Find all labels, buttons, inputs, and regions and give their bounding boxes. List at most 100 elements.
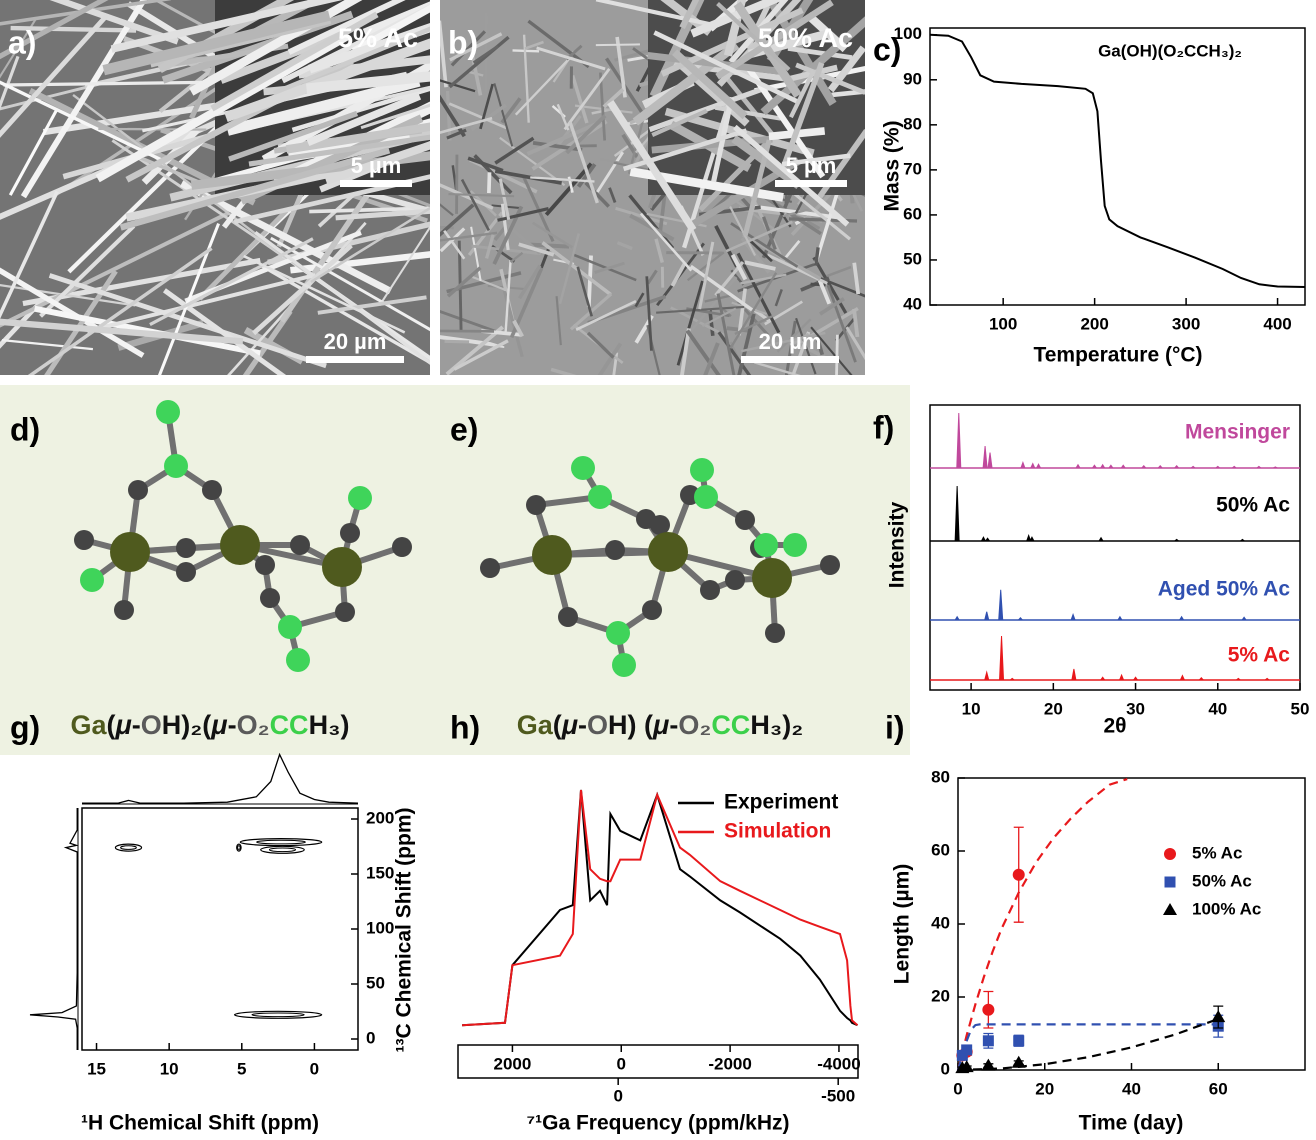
rod [470, 103, 507, 132]
rod [472, 45, 499, 64]
oxygen-atom [694, 485, 718, 509]
projection-1h [82, 752, 359, 804]
panel-label: e) [450, 411, 478, 447]
rod [776, 318, 812, 353]
y-tick-label: 100 [894, 24, 922, 43]
contour-peak [260, 845, 305, 854]
oxygen-atom [286, 648, 310, 672]
oxygen-atom [783, 533, 807, 557]
peak [982, 445, 988, 469]
x-tick-label: 40 [1208, 699, 1227, 718]
peak [1075, 463, 1081, 469]
gallium-atom [532, 535, 572, 575]
rod [814, 247, 820, 266]
x-tick-label: 400 [1263, 314, 1291, 333]
rod [576, 266, 593, 317]
carbon-atom [290, 535, 310, 555]
peak [987, 452, 993, 469]
formula-part: CC [270, 710, 309, 740]
y-tick-label: 20 [931, 986, 950, 1005]
rod [48, 273, 327, 369]
x-tick-label: 30 [1126, 699, 1145, 718]
rod [3, 80, 213, 87]
panel-label: c) [873, 31, 901, 67]
oxygen-atom [80, 568, 104, 592]
legend-label: 5% Ac [1192, 843, 1242, 862]
formula-part: - [228, 710, 237, 740]
rod [602, 87, 625, 109]
contour-peak [120, 845, 137, 850]
rod [306, 92, 422, 147]
legend-label: Experiment [724, 791, 838, 814]
rod [119, 147, 391, 231]
formula-part: O [587, 710, 608, 740]
rod [571, 252, 637, 282]
rod [444, 339, 470, 344]
carbon-atom [255, 555, 275, 575]
rod [729, 206, 757, 256]
formula-part: Ga [70, 710, 107, 740]
rod [0, 296, 46, 349]
y-tick-label: 90 [903, 69, 922, 88]
panel-label: i) [885, 709, 905, 745]
oxygen-atom [348, 486, 372, 510]
rod [440, 183, 494, 210]
rod [716, 293, 736, 375]
peak [1099, 676, 1106, 681]
rod [149, 237, 314, 327]
plot-frame [929, 404, 1301, 691]
x-tick-label: 5 [237, 1059, 246, 1078]
rod [518, 242, 555, 257]
rod [514, 56, 572, 116]
scale-bar [306, 356, 404, 363]
formula-part: μ [210, 710, 227, 740]
rod [608, 187, 617, 203]
inset-label: 5% Ac [338, 23, 418, 53]
rod [157, 222, 220, 375]
rod [224, 38, 430, 122]
rod [499, 136, 566, 187]
formula-part: μ [652, 710, 669, 740]
rod [622, 128, 748, 172]
peak [1107, 464, 1114, 469]
x-tick-label: 0 [310, 1059, 319, 1078]
rod [730, 253, 748, 281]
contour-peak [256, 839, 306, 845]
series-label: 50% Ac [1216, 494, 1290, 517]
carbon-atom [725, 570, 745, 590]
rod [741, 331, 826, 353]
peak [1179, 674, 1186, 681]
rod [544, 162, 593, 217]
rod [440, 203, 454, 217]
rod [726, 326, 750, 333]
projection-13c [29, 808, 79, 1050]
rod [598, 72, 607, 141]
rod [468, 158, 538, 194]
peak [1157, 465, 1164, 469]
rod [487, 172, 492, 194]
x2-tick-label: -500 [821, 1086, 855, 1105]
rod [670, 262, 687, 287]
plot-frame [457, 1044, 859, 1079]
carbon-atom [650, 515, 670, 535]
marker [981, 1058, 996, 1071]
sem-image: a) 5% Ac 5 µm 20 µm [0, 0, 430, 375]
rod [324, 141, 430, 185]
rod [254, 230, 430, 365]
formula-part: H₃)₂ [750, 710, 803, 740]
rod [530, 176, 595, 183]
rod [831, 89, 865, 98]
contour-peak [237, 845, 241, 850]
rod [660, 0, 713, 36]
formula-part: O [141, 710, 162, 740]
peak [984, 670, 990, 681]
rod [810, 326, 853, 375]
rod [725, 77, 777, 139]
peak [1035, 463, 1042, 469]
peak [998, 589, 1004, 621]
rod [654, 238, 664, 264]
rod [596, 151, 625, 193]
rod [86, 273, 316, 333]
rod [679, 0, 700, 30]
